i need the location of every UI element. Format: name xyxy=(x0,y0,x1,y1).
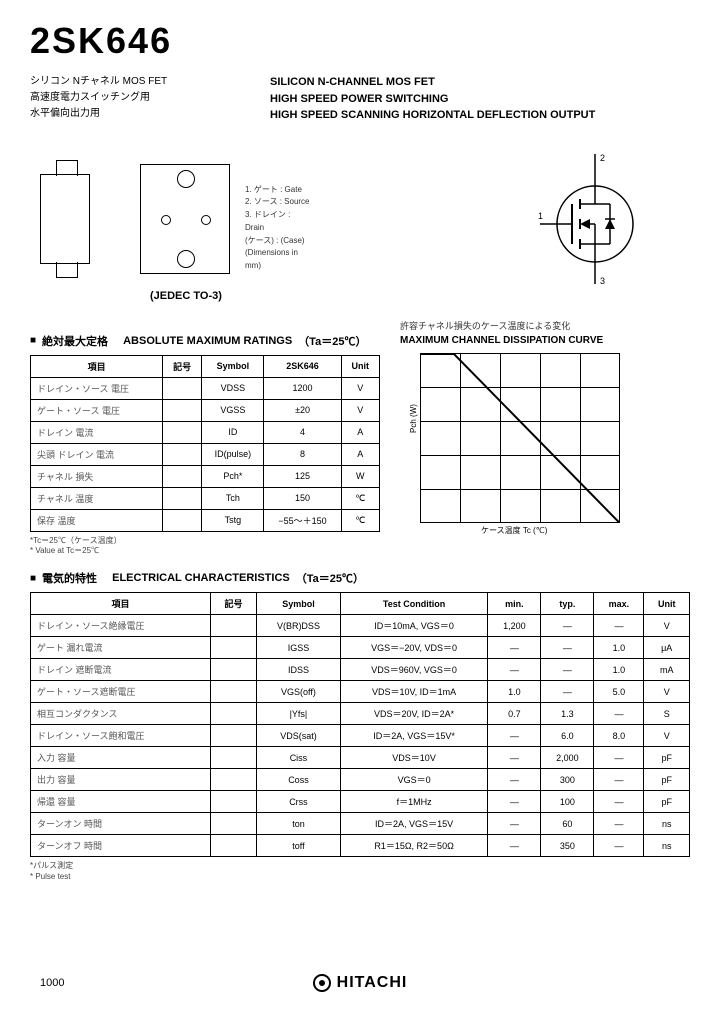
dissipation-curve-chart: Pch (W) ケース温度 Tc (℃) xyxy=(420,353,620,523)
table-row: 入力 容量CissVDS＝10V—2,000—pF xyxy=(31,747,690,769)
table-row: ドレイン・ソース 電圧VDSS1200V xyxy=(31,377,380,399)
table-row: ゲート・ソース 電圧VGSS±20V xyxy=(31,399,380,421)
curve-title-jp: 許容チャネル損失のケース温度による変化 xyxy=(400,319,690,332)
hitachi-logo-text: HITACHI xyxy=(337,974,408,992)
hitachi-logo-icon xyxy=(313,974,331,992)
table-header: 記号 xyxy=(210,593,256,615)
table-header: 項目 xyxy=(31,355,163,377)
table-row: ターンオフ 時間toffR1＝15Ω, R2＝50Ω—350—ns xyxy=(31,835,690,857)
table-row: 保存 温度Tstg−55〜＋150℃ xyxy=(31,509,380,531)
svg-text:1: 1 xyxy=(538,211,543,221)
header-jp-line1: シリコン Nチャネル MOS FET xyxy=(30,74,230,90)
table-row: 帰還 容量Crssf＝1MHz—100—pF xyxy=(31,791,690,813)
table-row: ドレイン・ソース飽和電圧VDS(sat)ID＝2A, VGS＝15V*—6.08… xyxy=(31,725,690,747)
header-en-line3: HIGH SPEED SCANNING HORIZONTAL DEFLECTIO… xyxy=(270,107,690,124)
electrical-section-title: 電気的特性 ELECTRICAL CHARACTERISTICS （Ta＝25℃… xyxy=(30,570,690,586)
table-row: ゲート 漏れ電流IGSSVGS＝−20V, VDS＝0——1.0μA xyxy=(31,637,690,659)
part-number: 2SK646 xyxy=(30,20,690,62)
ratings-footnote: *Tc＝25℃（ケース温度） * Value at Tc＝25℃ xyxy=(30,536,380,557)
table-header: 記号 xyxy=(163,355,202,377)
header-jp-line3: 水平偏向出力用 xyxy=(30,106,230,122)
ratings-section-title: 絶対最大定格 ABSOLUTE MAXIMUM RATINGS （Ta＝25℃） xyxy=(30,333,380,349)
page-footer: 1000 HITACHI xyxy=(0,974,720,992)
table-header: Unit xyxy=(644,593,690,615)
table-header: 項目 xyxy=(31,593,211,615)
curve-ylabel: Pch (W) xyxy=(409,404,418,433)
table-row: ターンオン 時間tonID＝2A, VGS＝15V—60—ns xyxy=(31,813,690,835)
table-row: 出力 容量CossVGS＝0—300—pF xyxy=(31,769,690,791)
curve-xlabel: ケース温度 Tc (℃) xyxy=(481,525,547,536)
table-header: Test Condition xyxy=(340,593,488,615)
table-header: Unit xyxy=(341,355,379,377)
table-row: チャネル 温度Tch150℃ xyxy=(31,487,380,509)
table-header: 2SK646 xyxy=(264,355,341,377)
header-block: シリコン Nチャネル MOS FET 高速度電力スイッチング用 水平偏向出力用 … xyxy=(30,74,690,124)
mosfet-schematic-icon: 2 3 1 xyxy=(530,149,660,289)
jedec-label: (JEDEC TO-3) xyxy=(150,290,222,302)
electrical-characteristics-table: 項目記号SymbolTest Conditionmin.typ.max.Unit… xyxy=(30,592,690,857)
table-row: ドレイン・ソース絶縁電圧V(BR)DSSID＝10mA, VGS＝01,200—… xyxy=(31,615,690,637)
table-header: typ. xyxy=(541,593,594,615)
table-header: Symbol xyxy=(202,355,264,377)
package-pin-notes: 1. ゲート : Gate 2. ソース : Source 3. ドレイン : … xyxy=(245,184,310,274)
svg-text:3: 3 xyxy=(600,276,605,286)
table-row: 相互コンダクタンス|Yfs|VDS＝20V, ID＝2A*0.71.3—S xyxy=(31,703,690,725)
page-number: 1000 xyxy=(40,977,64,989)
ratings-table: 項目記号Symbol2SK646Unit ドレイン・ソース 電圧VDSS1200… xyxy=(30,355,380,532)
header-jp-line2: 高速度電力スイッチング用 xyxy=(30,90,230,106)
header-en-line1: SILICON N-CHANNEL MOS FET xyxy=(270,74,690,91)
table-header: Symbol xyxy=(257,593,341,615)
header-en-line2: HIGH SPEED POWER SWITCHING xyxy=(270,91,690,108)
package-top-view xyxy=(140,164,230,274)
package-outline-drawing: 1. ゲート : Gate 2. ソース : Source 3. ドレイン : … xyxy=(30,144,310,294)
svg-text:2: 2 xyxy=(600,153,605,163)
electrical-footnote: *パルス測定 * Pulse test xyxy=(30,861,690,882)
table-row: ドレイン 遮断電流IDSSVDS＝960V, VGS＝0——1.0mA xyxy=(31,659,690,681)
table-row: ゲート・ソース遮断電圧VGS(off)VDS＝10V, ID＝1mA1.0—5.… xyxy=(31,681,690,703)
table-header: max. xyxy=(594,593,644,615)
table-row: チャネル 損失Pch*125W xyxy=(31,465,380,487)
package-diagrams: 1. ゲート : Gate 2. ソース : Source 3. ドレイン : … xyxy=(30,139,690,299)
table-row: 尖頭 ドレイン 電流ID(pulse)8A xyxy=(31,443,380,465)
hitachi-logo: HITACHI xyxy=(313,974,408,992)
package-side-view xyxy=(40,174,90,264)
table-row: ドレイン 電流ID4A xyxy=(31,421,380,443)
curve-title-en: MAXIMUM CHANNEL DISSIPATION CURVE xyxy=(400,334,690,347)
table-header: min. xyxy=(488,593,541,615)
